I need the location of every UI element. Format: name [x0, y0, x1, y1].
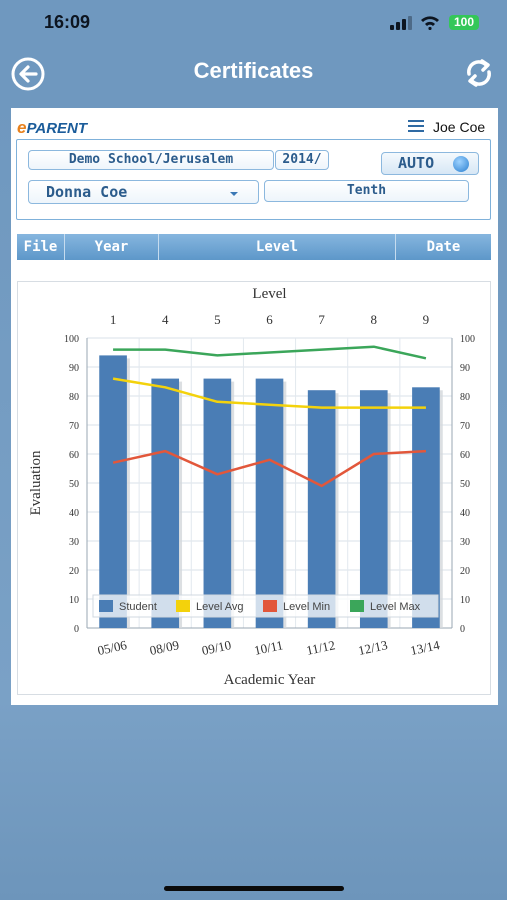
back-arrow-icon[interactable]: [10, 57, 46, 91]
cellular-signal-icon: [390, 16, 412, 30]
bar-student: [359, 390, 388, 628]
y-tick-label-left: 20: [69, 566, 79, 577]
x-tick-label: 09/10: [200, 637, 232, 658]
line-level-min: [112, 449, 426, 488]
column-header-year[interactable]: Year: [65, 234, 159, 260]
year-field[interactable]: 2014/: [275, 150, 329, 170]
level-field[interactable]: Tenth: [264, 180, 469, 202]
status-bar: 16:09 100: [0, 0, 507, 44]
menu-icon[interactable]: [408, 120, 424, 133]
y-tick-label-left: 40: [69, 508, 79, 519]
legend-label: Student: [119, 601, 157, 613]
y-tick-label-right: 20: [460, 566, 470, 577]
y-tick-label-left: 30: [69, 537, 79, 548]
y-tick-label-left: 60: [69, 450, 79, 461]
bar-student: [151, 378, 180, 628]
user-name[interactable]: Joe Coe: [433, 119, 486, 135]
legend-swatch: [99, 600, 113, 612]
bar-student: [99, 355, 127, 628]
y-tick-label-left: 100: [64, 334, 79, 345]
student-select-value: Donna Coe: [46, 183, 128, 201]
top-tick-label: 5: [214, 312, 221, 327]
table-header: File Year Level Date: [17, 234, 491, 260]
y-tick-label-left: 10: [69, 595, 79, 606]
school-field[interactable]: Demo School/Jerusalem: [28, 150, 274, 170]
wifi-icon: [421, 16, 439, 30]
x-tick-label: 08/09: [148, 637, 180, 658]
column-header-file[interactable]: File: [17, 234, 65, 260]
line-level-max: [113, 345, 427, 360]
nav-bar: Certificates: [0, 44, 507, 102]
top-tick-label: 1: [110, 312, 117, 327]
y-tick-label-right: 90: [460, 363, 470, 374]
y-tick-label-left: 70: [69, 421, 79, 432]
column-header-level[interactable]: Level: [159, 234, 396, 260]
top-tick-label: 9: [423, 312, 430, 327]
y-tick-label-right: 60: [460, 450, 470, 461]
legend-label: Level Min: [283, 601, 330, 613]
x-tick-label: 10/11: [253, 637, 285, 658]
top-tick-label: 6: [266, 312, 273, 327]
x-tick-label: 05/06: [96, 637, 129, 658]
top-tick-label: 8: [371, 312, 378, 327]
y-tick-label-right: 30: [460, 537, 470, 548]
page-title: Certificates: [193, 58, 314, 83]
y-tick-label-right: 100: [460, 334, 475, 345]
bar-student: [255, 378, 284, 628]
x-axis-label: Academic Year: [224, 672, 316, 688]
x-tick-label: 12/13: [357, 637, 389, 658]
filter-box: Demo School/Jerusalem 2014/ AUTO Donna C…: [16, 139, 491, 220]
y-tick-label-left: 50: [69, 479, 79, 490]
y-axis-label: Evaluation: [28, 450, 44, 515]
y-tick-label-right: 40: [460, 508, 470, 519]
y-tick-label-right: 80: [460, 392, 470, 403]
battery-indicator: 100: [449, 15, 479, 30]
auto-button[interactable]: AUTO: [381, 152, 479, 175]
y-tick-label-left: 80: [69, 392, 79, 403]
legend-label: Level Max: [370, 601, 421, 613]
home-indicator[interactable]: [164, 886, 344, 891]
status-time: 16:09: [44, 12, 91, 32]
certificates-panel: ePARENT Joe Coe Demo School/Jerusalem 20…: [11, 108, 498, 705]
bar-student: [307, 390, 336, 628]
x-tick-label: 13/14: [409, 637, 442, 658]
y-tick-label-left: 0: [74, 624, 79, 635]
chevron-down-icon: [230, 192, 238, 196]
line-level-avg: [112, 377, 426, 409]
student-select[interactable]: Donna Coe: [28, 180, 259, 204]
top-tick-label: 4: [162, 312, 169, 327]
x-tick-label: 11/12: [305, 637, 337, 658]
top-tick-label: 7: [318, 312, 325, 327]
legend-label: Level Avg: [196, 601, 244, 613]
bar-student: [412, 387, 440, 628]
refresh-icon[interactable]: [462, 56, 496, 90]
bar-student: [203, 378, 232, 628]
legend-swatch: [263, 600, 277, 612]
y-tick-label-left: 90: [69, 363, 79, 374]
top-axis-label: Level: [252, 286, 286, 302]
y-tick-label-right: 10: [460, 595, 470, 606]
legend-swatch: [350, 600, 364, 612]
y-tick-label-right: 70: [460, 421, 470, 432]
legend-swatch: [176, 600, 190, 612]
eparent-logo: ePARENT: [17, 118, 88, 137]
y-tick-label-right: 50: [460, 479, 470, 490]
y-tick-label-right: 0: [460, 624, 465, 635]
evaluation-chart: 0 0 10 10 20 20 30 30 40 40 50 50 60 60 70 70 80 80 90 90 10…: [17, 281, 491, 695]
column-header-date[interactable]: Date: [426, 239, 461, 255]
globe-icon: [453, 156, 469, 172]
